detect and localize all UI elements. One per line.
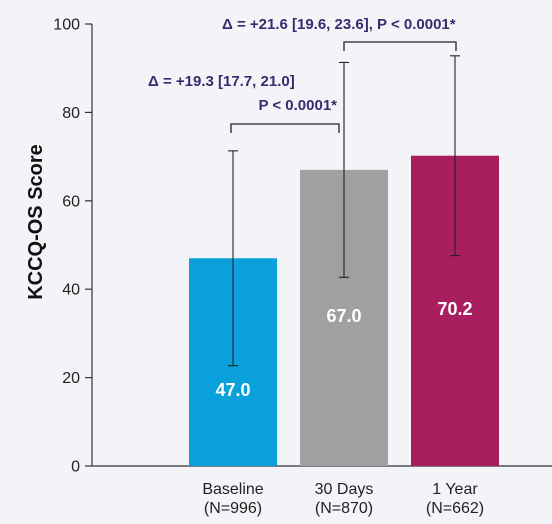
y-tick-label: 20 — [62, 370, 80, 387]
bar-value-label: 70.2 — [437, 299, 472, 319]
comparison-annotation-line: Δ = +21.6 [19.6, 23.6], P < 0.0001* — [222, 16, 456, 33]
comparison-bracket-baseline-30days — [230, 123, 340, 133]
x-tick-sublabel: (N=996) — [204, 500, 262, 517]
x-tick-label: 1 Year — [432, 481, 478, 498]
bar-value-label: 47.0 — [215, 380, 250, 400]
x-tick-sublabel: (N=870) — [315, 500, 373, 517]
x-tick-sublabel: (N=662) — [426, 500, 484, 517]
y-tick-label: 60 — [62, 193, 80, 210]
comparison-annotation-line: P < 0.0001* — [258, 97, 337, 114]
x-tick-label: 30 Days — [315, 481, 374, 498]
y-axis-label: KCCQ-OS Score — [25, 144, 47, 300]
y-tick-label: 40 — [62, 282, 80, 299]
y-tick-label: 100 — [53, 17, 80, 34]
comparison-annotation-line: Δ = +19.3 [17.7, 21.0] — [148, 73, 295, 90]
y-tick-label: 0 — [71, 459, 80, 476]
x-tick-label: Baseline — [202, 481, 263, 498]
comparison-bracket-30days-1year — [343, 41, 457, 51]
y-tick-label: 80 — [62, 105, 80, 122]
bar-value-label: 67.0 — [326, 306, 361, 326]
